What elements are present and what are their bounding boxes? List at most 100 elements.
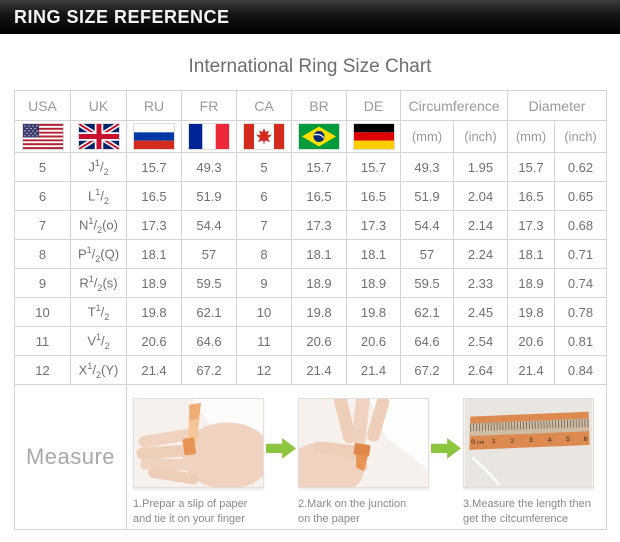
table-row: 8 P1/2(Q) 18.1 57 8 18.1 18.1 57 2.24 18.1 0.71 — [14, 239, 608, 269]
size-cell: 0.71 — [553, 239, 608, 269]
size-cell: 0.81 — [553, 326, 608, 356]
size-cell: 10 — [14, 297, 71, 327]
size-table-body: 5 J1/2 15.7 49.3 5 15.7 15.7 49.3 1.95 15.7 0.62 6 L… — [14, 152, 608, 385]
unit-circumference-mm: (mm) — [400, 120, 454, 153]
de-flag-icon — [352, 123, 395, 150]
size-cell: 21.4 — [291, 355, 347, 385]
uk-size-cell: N1/2(o) — [70, 210, 127, 240]
size-cell: 11 — [14, 326, 71, 356]
uk-size-cell: T1/2 — [70, 297, 127, 327]
flag-cell-br — [291, 120, 347, 153]
measure-step-2: 2.Mark on the junction on the paper — [298, 398, 429, 526]
size-cell: 15.7 — [126, 152, 182, 182]
measure-step-1: 1.Prepar a slip of paper and tie it on y… — [133, 398, 264, 526]
size-cell: 59.5 — [400, 268, 454, 298]
svg-text:0: 0 — [471, 439, 475, 446]
svg-text:2: 2 — [510, 438, 514, 445]
size-cell: 2.33 — [453, 268, 508, 298]
size-cell: 12 — [236, 355, 292, 385]
size-cell: 19.8 — [126, 297, 182, 327]
step2-caption: 2.Mark on the junction on the paper — [298, 498, 407, 525]
size-cell: 16.5 — [126, 181, 182, 211]
flag-cell-uk — [70, 120, 127, 153]
col-header-fr: FR — [181, 90, 237, 121]
step3-ruler-photo: 0 cm 1 2 3 4 5 6 — [463, 398, 594, 489]
table-flag-row: (mm) (inch) (mm) (inch) — [14, 120, 608, 153]
col-header-br: BR — [291, 90, 347, 121]
svg-text:5: 5 — [566, 436, 570, 443]
size-cell: 16.5 — [291, 181, 347, 211]
measure-step-3: 0 cm 1 2 3 4 5 6 3 — [463, 398, 594, 526]
measure-section: Measure — [14, 384, 608, 530]
measure-row: Measure — [14, 384, 608, 530]
col-header-circumference: Circumference — [400, 90, 508, 121]
measure-steps-cell: 1.Prepar a slip of paper and tie it on y… — [125, 384, 608, 530]
col-header-usa: USA — [14, 90, 71, 121]
size-cell: 15.7 — [507, 152, 555, 182]
col-header-uk: UK — [70, 90, 127, 121]
size-cell: 0.84 — [553, 355, 608, 385]
measure-steps: 1.Prepar a slip of paper and tie it on y… — [133, 398, 606, 526]
size-cell: 0.65 — [553, 181, 608, 211]
ca-flag-icon — [243, 123, 285, 150]
table-row: 5 J1/2 15.7 49.3 5 15.7 15.7 49.3 1.95 15.7 0.62 — [14, 152, 608, 182]
svg-text:1: 1 — [492, 438, 496, 445]
size-cell: 18.1 — [507, 239, 555, 269]
size-cell: 19.8 — [507, 297, 555, 327]
size-cell: 54.4 — [400, 210, 454, 240]
header-bar: RING SIZE REFERENCE — [0, 0, 620, 34]
size-cell: 6 — [14, 181, 71, 211]
size-cell: 16.5 — [507, 181, 555, 211]
size-cell: 64.6 — [400, 326, 454, 356]
size-cell: 19.8 — [346, 297, 401, 327]
uk-size-cell: R1/2(s) — [70, 268, 127, 298]
size-cell: 16.5 — [346, 181, 401, 211]
uk-size-cell: L1/2 — [70, 181, 127, 211]
size-cell: 18.9 — [291, 268, 347, 298]
size-cell: 57 — [181, 239, 237, 269]
size-cell: 49.3 — [181, 152, 237, 182]
uk-size-cell: J1/2 — [70, 152, 127, 182]
fr-flag-icon — [188, 123, 230, 150]
size-cell: 20.6 — [346, 326, 401, 356]
page-title: International Ring Size Chart — [188, 56, 432, 77]
size-cell: 6 — [236, 181, 292, 211]
unit-diameter-mm: (mm) — [507, 120, 555, 153]
size-cell: 8 — [236, 239, 292, 269]
size-cell: 7 — [236, 210, 292, 240]
size-cell: 51.9 — [400, 181, 454, 211]
size-cell: 10 — [236, 297, 292, 327]
size-cell: 7 — [14, 210, 71, 240]
size-cell: 19.8 — [291, 297, 347, 327]
size-cell: 9 — [14, 268, 71, 298]
svg-text:3: 3 — [529, 437, 533, 444]
table-row: 9 R1/2(s) 18.9 59.5 9 18.9 18.9 59.5 2.33 18.9 0.7… — [14, 268, 608, 298]
size-cell: 62.1 — [181, 297, 237, 327]
col-header-ru: RU — [126, 90, 182, 121]
table-row: 10 T1/2 19.8 62.1 10 19.8 19.8 62.1 2.45 19.8 0.78 — [14, 297, 608, 327]
uk-size-cell: X1/2(Y) — [70, 355, 127, 385]
size-cell: 17.3 — [346, 210, 401, 240]
size-cell: 2.45 — [453, 297, 508, 327]
flag-cell-usa — [14, 120, 71, 153]
size-cell: 54.4 — [181, 210, 237, 240]
size-cell: 2.54 — [453, 326, 508, 356]
uk-size-cell: V1/2 — [70, 326, 127, 356]
ru-flag-icon — [133, 123, 175, 150]
size-cell: 21.4 — [507, 355, 555, 385]
size-cell: 2.64 — [453, 355, 508, 385]
uk-flag-icon — [77, 123, 120, 150]
step1-caption: 1.Prepar a slip of paper and tie it on y… — [133, 498, 248, 525]
step2-hand-photo — [298, 398, 429, 489]
size-cell: 0.78 — [553, 297, 608, 327]
size-cell: 17.3 — [507, 210, 555, 240]
size-cell: 57 — [400, 239, 454, 269]
unit-circumference-inch: (inch) — [453, 120, 508, 153]
br-flag-icon — [298, 123, 340, 150]
table-row: 7 N1/2(o) 17.3 54.4 7 17.3 17.3 54.4 2.14 17.3 0.6… — [14, 210, 608, 240]
unit-diameter-inch: (inch) — [553, 120, 608, 153]
size-cell: 0.62 — [553, 152, 608, 182]
flag-cell-ru — [126, 120, 182, 153]
size-cell: 18.9 — [346, 268, 401, 298]
size-cell: 59.5 — [181, 268, 237, 298]
